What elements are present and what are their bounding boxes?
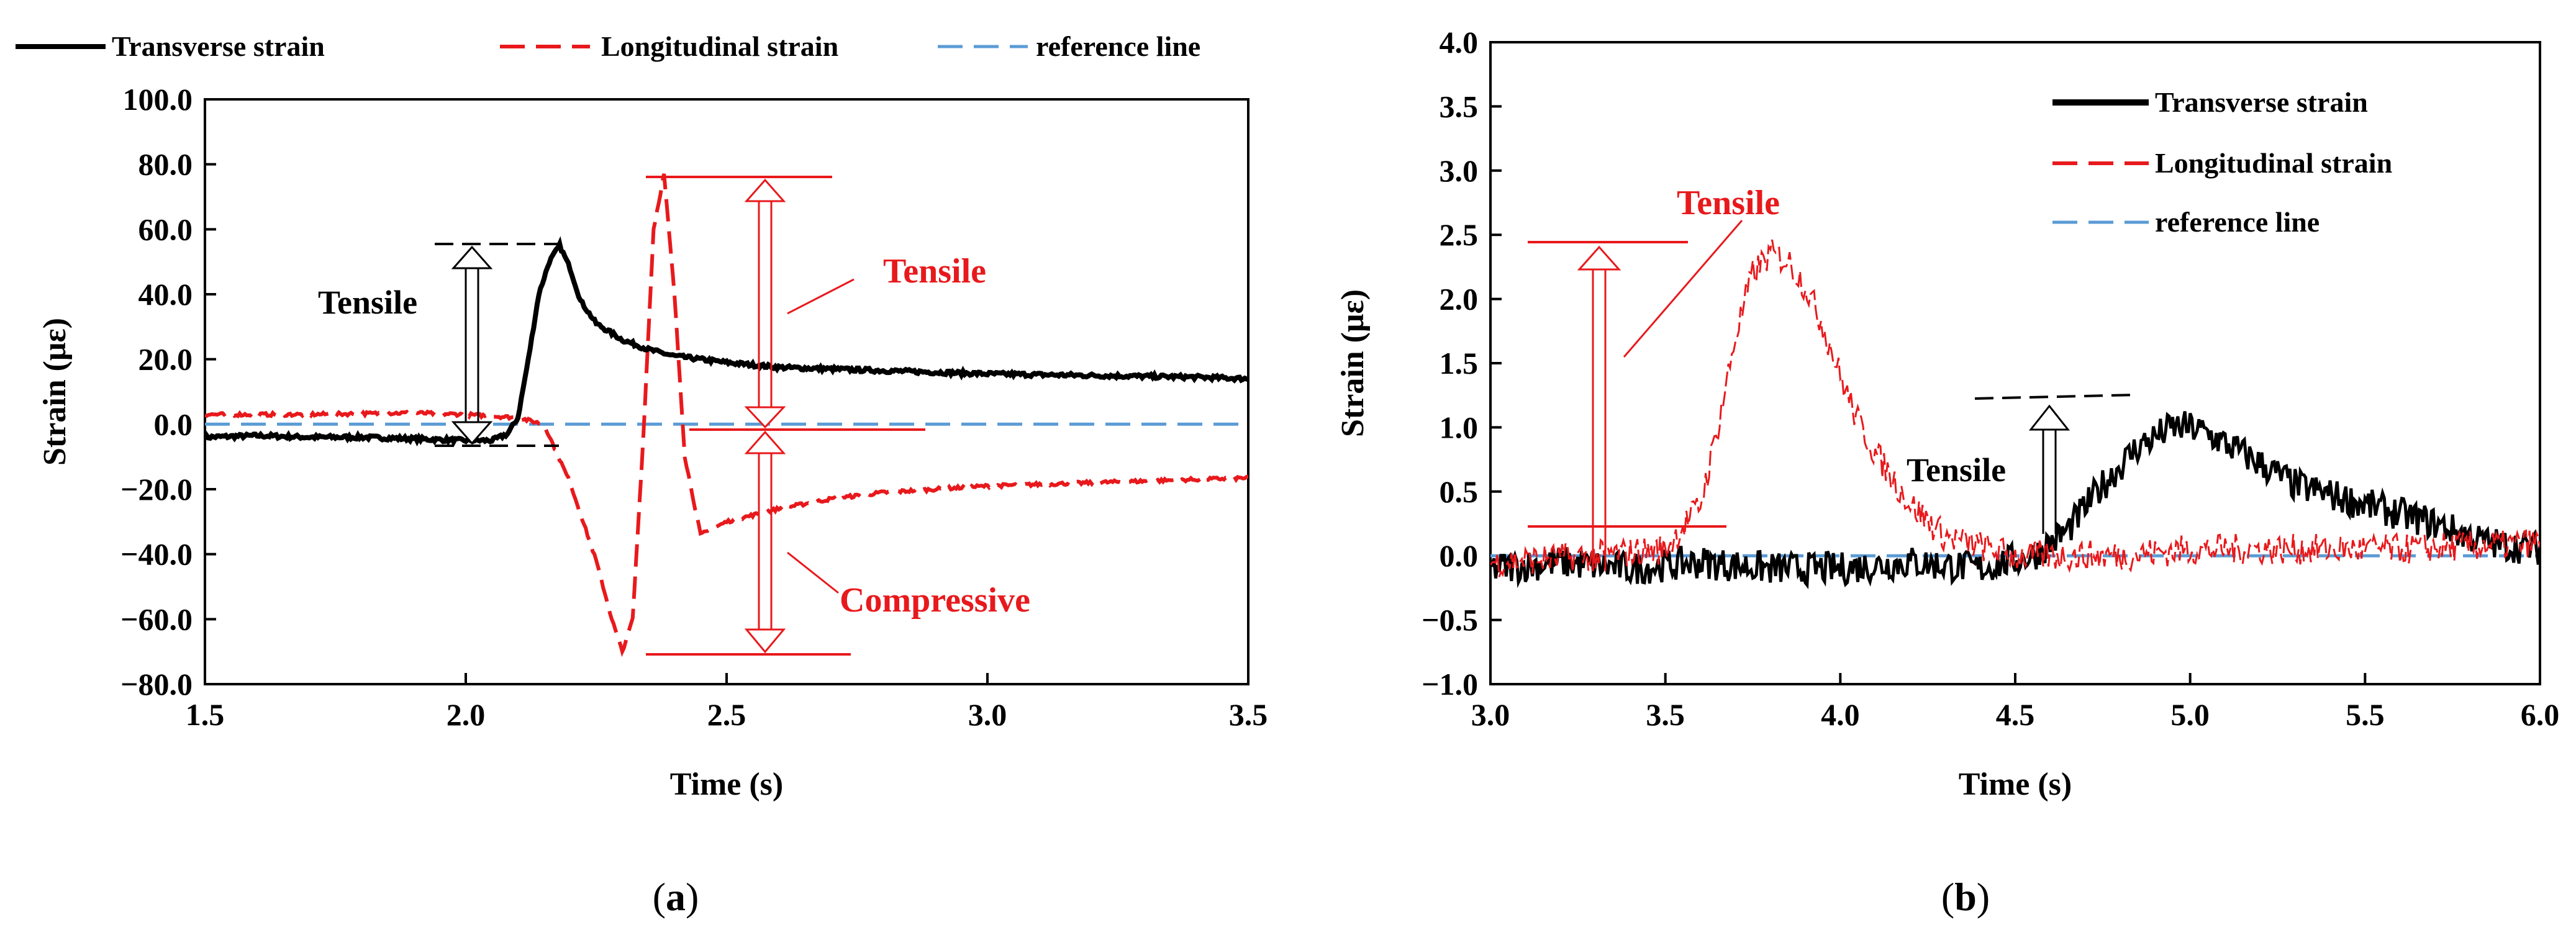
- caption-a: (a): [653, 875, 699, 919]
- plot-frame-a: [204, 98, 1249, 685]
- legend-a-label-longitudinal: Longitudinal strain: [601, 30, 838, 62]
- annotations-b: Tensile Tensile: [1528, 184, 2137, 571]
- a-red-compressive-arrow: [744, 430, 786, 654]
- a-label-compressive: Compressive: [840, 581, 1030, 620]
- a-tensile-leader: [787, 278, 855, 315]
- ytick-label-a: 0.0: [154, 407, 193, 441]
- legend-a: Transverse strain Longitudinal strain re…: [16, 30, 1200, 62]
- ytick-label-a: −40.0: [120, 537, 193, 572]
- ytick-label-a: 40.0: [138, 277, 193, 312]
- ytick-label-b: 2.0: [1440, 282, 1479, 317]
- xtick-label-a: 3.0: [968, 697, 1007, 732]
- panel-a: Transverse strain Longitudinal strain re…: [16, 30, 1268, 919]
- xtick-label-a: 2.5: [707, 697, 746, 732]
- series-b-longitudinal-strain: [1490, 239, 2540, 577]
- ytick-label-b: 1.0: [1440, 410, 1479, 445]
- ytick-label-a: 80.0: [138, 147, 193, 182]
- b-label-tensile-red: Tensile: [1677, 184, 1780, 222]
- ticks-a: 1.5 2.0 2.5 3.0 3.5 −80.0 −60.0 −40.0 −20.0 0.0 20…: [120, 82, 1268, 732]
- b-black-up-arrow: [2028, 404, 2070, 534]
- xtick-label-b: 3.0: [1471, 697, 1510, 732]
- legend-b-label-longitudinal: Longitudinal strain: [2155, 147, 2392, 179]
- series-a-transverse-strain: [205, 236, 1248, 448]
- ytick-label-a: 60.0: [138, 212, 193, 246]
- caption-b: (b): [1941, 875, 1990, 919]
- a-ylabel: Strain (με): [37, 318, 73, 466]
- a-label-tensile-red: Tensile: [883, 252, 986, 291]
- xtick-label-a: 3.5: [1229, 697, 1268, 732]
- plot-frame-b: [1489, 41, 2541, 685]
- ytick-label-a: 100.0: [123, 82, 193, 117]
- ytick-label-b: 3.0: [1440, 153, 1479, 188]
- ytick-label-b: 3.5: [1440, 89, 1479, 124]
- ytick-label-b: 1.5: [1440, 346, 1479, 381]
- ytick-label-b: 0.0: [1440, 538, 1479, 573]
- ytick-label-a: 20.0: [138, 342, 193, 377]
- xtick-label-b: 4.5: [1996, 697, 2035, 732]
- ytick-label-b: 2.5: [1440, 217, 1479, 252]
- legend-b-label-transverse: Transverse strain: [2155, 86, 2368, 118]
- series-b-transverse-strain: [1490, 411, 2540, 590]
- series-a-longitudinal-strain: [205, 173, 1248, 657]
- b-label-tensile-black: Tensile: [1907, 451, 2006, 489]
- legend-b: Transverse strain Longitudinal strain re…: [2052, 86, 2392, 238]
- b-red-up-arrow: [1577, 245, 1621, 571]
- ytick-label-b: −0.5: [1422, 603, 1478, 638]
- a-xlabel: Time (s): [670, 767, 783, 802]
- xtick-label-b: 6.0: [2521, 697, 2560, 732]
- annotations-a: Tensile Tensile Compressive: [318, 176, 1030, 656]
- legend-a-label-transverse: Transverse strain: [112, 30, 325, 62]
- xtick-label-b: 5.0: [2170, 697, 2210, 732]
- b-ylabel: Strain (με): [1335, 289, 1371, 437]
- ytick-label-b: 4.0: [1440, 25, 1479, 60]
- xtick-label-b: 5.5: [2346, 697, 2385, 732]
- b-xlabel: Time (s): [1959, 767, 2072, 802]
- a-black-double-arrow: [451, 245, 493, 445]
- legend-b-label-reference: reference line: [2155, 206, 2320, 238]
- ytick-label-b: 0.5: [1440, 474, 1479, 509]
- xtick-label-b: 4.0: [1821, 697, 1860, 732]
- xtick-label-a: 2.0: [447, 697, 486, 732]
- b-tensile-leader: [1623, 220, 1743, 358]
- ytick-label-a: −60.0: [120, 602, 193, 636]
- b-black-peak-guide: [1974, 394, 2137, 400]
- ytick-label-a: −80.0: [120, 667, 193, 702]
- xtick-label-a: 1.5: [186, 697, 225, 732]
- a-label-tensile-black: Tensile: [318, 284, 417, 321]
- a-compressive-leader: [787, 551, 839, 594]
- legend-a-label-reference: reference line: [1036, 30, 1200, 62]
- ticks-b: 3.0 3.5 4.0 4.5 5.0 5.5 6.0 −1.0 −0.5 0.0 0.5 1.0 1.…: [1422, 25, 2559, 732]
- xtick-label-b: 3.5: [1646, 697, 1685, 732]
- ytick-label-a: −20.0: [120, 472, 193, 507]
- ytick-label-b: −1.0: [1422, 667, 1478, 702]
- a-red-tensile-arrow: [744, 178, 786, 429]
- panel-b: 3.0 3.5 4.0 4.5 5.0 5.5 6.0 −1.0 −0.5 0.0 0.5 1.0 1.…: [1335, 25, 2559, 919]
